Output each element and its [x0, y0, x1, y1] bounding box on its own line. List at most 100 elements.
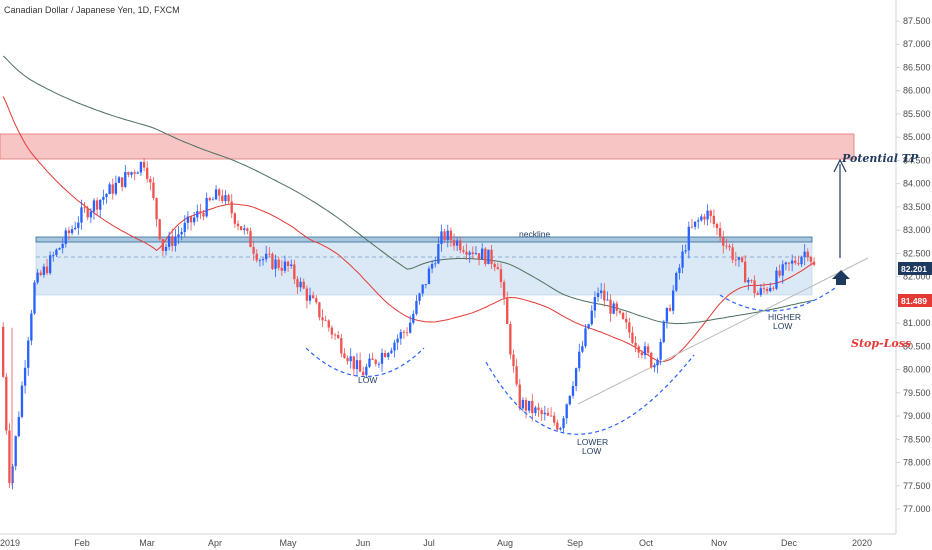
- candle-down: [330, 327, 334, 335]
- candle-down: [471, 252, 474, 255]
- candle-up: [30, 313, 33, 341]
- candle-up: [183, 222, 186, 232]
- candle-up: [571, 386, 575, 396]
- candle-up: [418, 293, 421, 301]
- candle-down: [202, 213, 205, 217]
- candle-up: [781, 264, 784, 276]
- candle-down: [371, 358, 374, 360]
- candle-down: [142, 161, 146, 168]
- y-tick-label: 80.500: [903, 341, 931, 351]
- candle-down: [512, 354, 515, 367]
- candle-up: [380, 352, 384, 364]
- candle-up: [14, 436, 17, 467]
- candle-down: [340, 338, 343, 354]
- candle-down: [772, 287, 775, 289]
- candle-up: [424, 284, 427, 285]
- candle-up: [211, 199, 215, 201]
- candle-down: [668, 308, 672, 311]
- candle-down: [462, 250, 465, 252]
- candle-down: [509, 324, 512, 355]
- candle-up: [656, 359, 659, 366]
- candle-up: [174, 236, 177, 246]
- candle-up: [192, 217, 196, 223]
- candle-up: [665, 308, 669, 322]
- low-label: LOW: [358, 375, 377, 385]
- candle-down: [728, 245, 731, 248]
- candle-up: [612, 303, 615, 314]
- candle-up: [92, 200, 96, 212]
- y-tick-label: 87.000: [903, 39, 931, 49]
- higher-low-label-2: LOW: [773, 321, 792, 331]
- candle-down: [146, 167, 149, 179]
- candle-up: [99, 199, 102, 210]
- y-tick-label: 77.500: [903, 481, 931, 491]
- candle-down: [449, 230, 453, 241]
- candle-up: [643, 346, 647, 355]
- candle-down: [324, 320, 327, 322]
- candle-up: [89, 211, 92, 218]
- y-tick-label: 79.000: [903, 411, 931, 421]
- candle-up: [559, 428, 562, 430]
- candle-down: [743, 261, 747, 283]
- candle-up: [606, 299, 609, 301]
- candle-down: [762, 288, 766, 290]
- candle-down: [296, 279, 299, 288]
- x-tick-label: Mar: [139, 538, 155, 548]
- candle-up: [584, 328, 587, 347]
- candle-up: [20, 385, 24, 417]
- candle-up: [693, 221, 697, 227]
- candle-up: [224, 195, 227, 202]
- candle-up: [243, 228, 246, 230]
- candle-up: [568, 395, 571, 405]
- candle-up: [114, 182, 118, 194]
- stop-loss-label: Stop-Loss: [851, 337, 911, 350]
- y-tick-label: 84.000: [903, 179, 931, 189]
- candle-up: [393, 342, 396, 351]
- candle-down: [502, 282, 506, 298]
- candle-up: [434, 263, 437, 265]
- candle-up: [412, 313, 415, 323]
- candle-up: [578, 351, 581, 369]
- candle-up: [77, 222, 80, 228]
- candle-up: [662, 321, 665, 343]
- x-tick-label: Jun: [356, 538, 371, 548]
- candle-up: [396, 338, 399, 343]
- x-tick-label: Aug: [497, 538, 513, 548]
- candle-down: [133, 172, 136, 174]
- candle-down: [703, 216, 706, 220]
- candle-down: [465, 251, 468, 255]
- candle-up: [136, 172, 139, 174]
- candle-up: [23, 367, 27, 386]
- candle-up: [48, 255, 52, 274]
- candle-down: [362, 371, 365, 376]
- candle-up: [534, 407, 537, 413]
- candle-up: [697, 220, 700, 222]
- candle-up: [803, 251, 806, 258]
- x-tick-label: Feb: [74, 538, 90, 548]
- candle-up: [387, 353, 390, 358]
- tp-arrow-head: [833, 158, 847, 173]
- candle-up: [574, 368, 578, 387]
- candle-down: [618, 310, 622, 313]
- candle-down: [806, 251, 809, 257]
- candle-down: [515, 366, 518, 385]
- candle-down: [246, 228, 249, 231]
- candle-up: [800, 257, 803, 265]
- candle-up: [64, 230, 67, 244]
- candle-down: [477, 253, 481, 260]
- x-tick-label: 2020: [852, 538, 872, 548]
- candle-up: [430, 263, 434, 269]
- y-tick-label: 77.000: [903, 504, 931, 514]
- candle-down: [753, 280, 756, 294]
- candle-down: [343, 353, 346, 358]
- candle-up: [74, 227, 77, 230]
- candle-up: [427, 268, 431, 285]
- candle-down: [603, 290, 606, 301]
- candle-up: [678, 267, 681, 273]
- x-tick-label: Apr: [208, 538, 222, 548]
- candle-down: [318, 302, 321, 318]
- candle-down: [625, 318, 628, 323]
- candle-up: [17, 416, 20, 437]
- candle-up: [186, 216, 190, 223]
